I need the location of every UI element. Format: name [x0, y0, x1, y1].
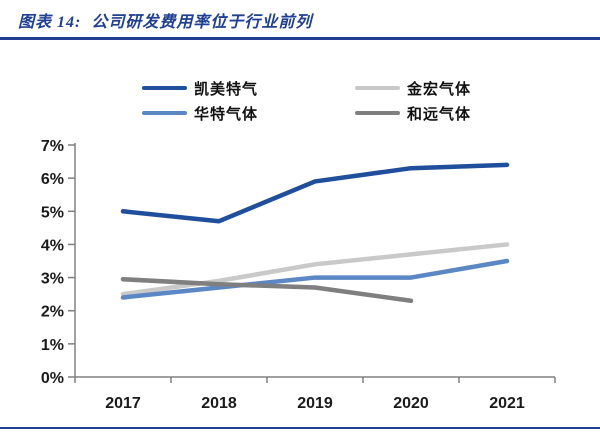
y-tick-label: 3%	[41, 271, 64, 288]
legend-item-huate: 华特气体	[142, 103, 258, 123]
legend-line-swatch	[142, 86, 187, 90]
legend-line-swatch	[355, 111, 400, 115]
legend-line-swatch	[355, 86, 400, 90]
x-tick-label: 2020	[393, 395, 429, 412]
y-tick-label: 0%	[41, 370, 64, 387]
series-line	[120, 276, 414, 304]
legend-item-kaimeite: 凯美特气	[142, 78, 258, 98]
figure-title: 图表 14: 公司研发费用率位于行业前列	[18, 14, 313, 31]
legend-label: 金宏气体	[407, 80, 472, 98]
series-line	[120, 242, 510, 297]
y-tick-label: 5%	[41, 204, 64, 221]
y-tick-label: 6%	[41, 171, 64, 188]
legend-label: 和远气体	[407, 105, 472, 123]
y-tick-label: 2%	[41, 304, 64, 321]
x-tick-label: 2021	[489, 395, 525, 412]
x-tick-label: 2017	[105, 395, 141, 412]
legend-item-jinhong: 金宏气体	[355, 78, 471, 98]
x-tick-label: 2019	[297, 395, 333, 412]
bottom-divider	[0, 427, 600, 429]
legend-label: 华特气体	[194, 105, 259, 123]
legend-label: 凯美特气	[194, 80, 259, 98]
y-tick-label: 4%	[41, 237, 64, 254]
x-tick-label: 2018	[201, 395, 237, 412]
y-tick-label: 1%	[41, 337, 64, 354]
legend-item-heyuan: 和远气体	[355, 103, 471, 123]
legend-line-swatch	[142, 111, 187, 115]
top-divider	[0, 37, 600, 40]
y-tick-label: 7%	[41, 138, 64, 155]
series-line	[120, 162, 510, 224]
chart-legend: 凯美特气 金宏气体 华特气体 和远气体	[0, 78, 600, 130]
series-line	[120, 258, 510, 300]
